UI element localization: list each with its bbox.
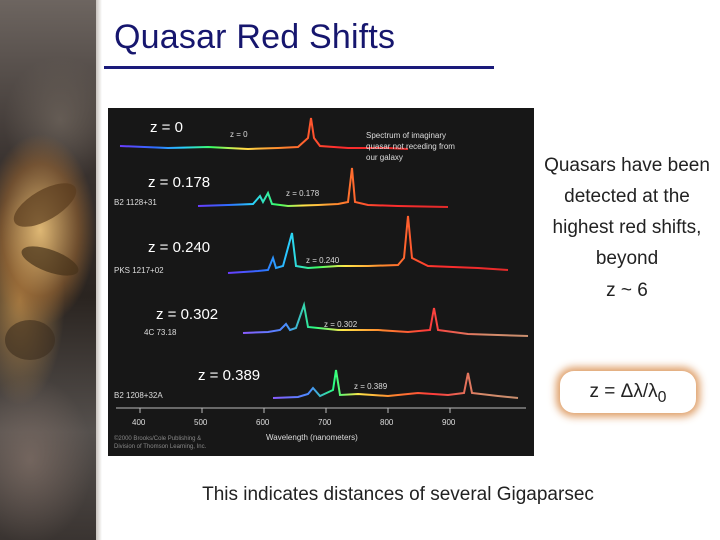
z-approx-text: z ~ 6 <box>606 280 648 301</box>
title-underline <box>104 66 494 69</box>
x-axis-label: Wavelength (nanometers) <box>266 433 358 442</box>
object-name: PKS 1217+02 <box>114 266 164 275</box>
inner-z-label: z = 0.240 <box>306 256 340 265</box>
overlay-z-label: z = 0 <box>150 119 183 136</box>
x-tick-label: 900 <box>442 418 456 427</box>
spectrum-trace <box>227 215 509 274</box>
x-tick-label: 500 <box>194 418 208 427</box>
object-name: B2 1128+31 <box>114 198 157 207</box>
spectrum-trace <box>272 369 519 399</box>
formula-text: z = Δλ/λ0 <box>589 381 667 406</box>
figure-copyright: ©2000 Brooks/Cole Publishing & Division … <box>114 435 207 450</box>
x-tick-label: 600 <box>256 418 270 427</box>
overlay-z-label: z = 0.240 <box>148 239 211 256</box>
side-text: Quasars have been detected at the highes… <box>544 155 710 269</box>
inner-z-label: z = 0.178 <box>286 189 320 198</box>
bottom-text: This indicates distances of several Giga… <box>202 484 594 505</box>
inner-z-label: z = 0.302 <box>324 320 358 329</box>
spectrum-trace <box>242 301 529 337</box>
slide-title: Quasar Red Shifts <box>114 18 396 56</box>
x-tick-label: 800 <box>380 418 394 427</box>
redshift-formula: z = Δλ/λ0 <box>560 371 696 413</box>
spectrum-trace <box>197 167 449 208</box>
overlay-z-label: z = 0.302 <box>156 306 219 323</box>
overlay-z-label: z = 0.178 <box>148 174 211 191</box>
spectra-figure: z = 0 z = 0.178 z = 0.240 z = 0.302 z = … <box>108 108 534 456</box>
spectrum-trace <box>119 117 409 151</box>
spectra-svg: z = 0 z = 0.178 z = 0.240 z = 0.302 z = … <box>114 117 529 450</box>
figure-caption: Spectrum of imaginary quasar not recedin… <box>366 131 457 162</box>
inner-z-label: z = 0 <box>230 130 248 139</box>
x-tick-label: 700 <box>318 418 332 427</box>
overlay-z-label: z = 0.389 <box>198 367 261 384</box>
galaxy-sidebar-image <box>0 0 96 540</box>
inner-z-label: z = 0.389 <box>354 382 388 391</box>
object-name: B2 1208+32A <box>114 391 163 400</box>
formula-subscript: 0 <box>657 388 667 406</box>
sidebar-edge <box>96 0 102 540</box>
object-name: 4C 73.18 <box>144 328 177 337</box>
x-tick-label: 400 <box>132 418 146 427</box>
